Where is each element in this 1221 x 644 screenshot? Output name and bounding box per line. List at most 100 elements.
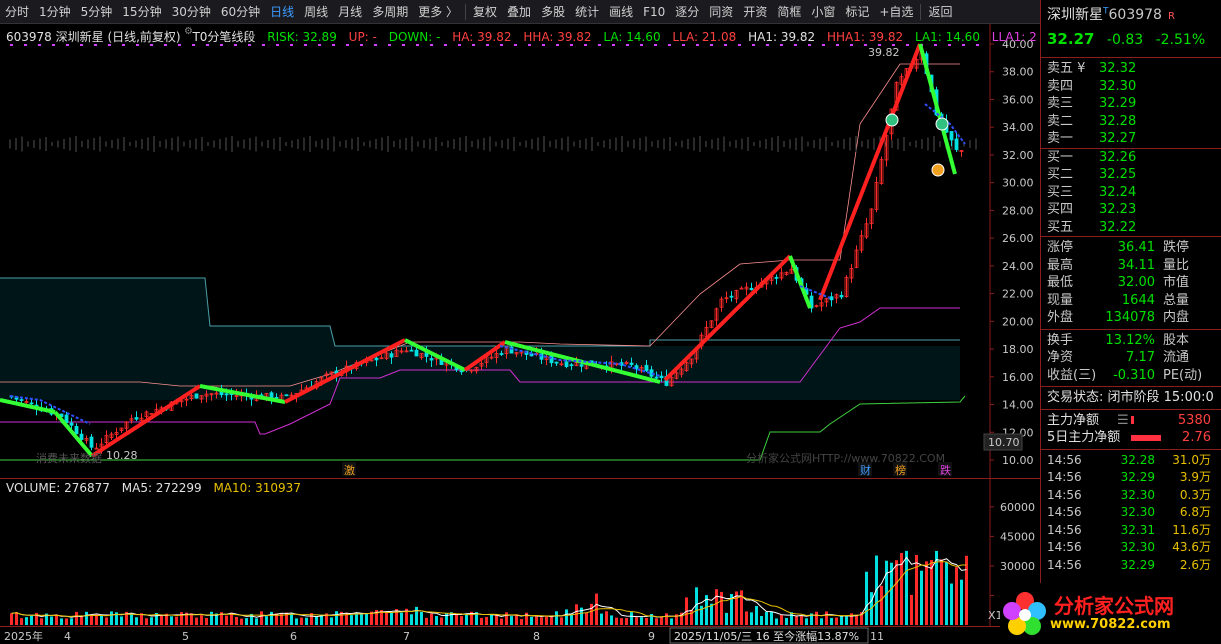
- toolbar-item-18[interactable]: 同资: [709, 4, 734, 19]
- marker-label: 激: [344, 463, 355, 477]
- volume-bar: [200, 615, 203, 625]
- ask-row-0[interactable]: 卖五 ¥ 32.32: [1041, 60, 1221, 78]
- dot-marker: [612, 44, 615, 46]
- toolbar-item-7[interactable]: 周线: [304, 4, 329, 19]
- ask-row-1[interactable]: 卖四 32.30: [1041, 78, 1221, 96]
- ask-row-3[interactable]: 卖二 32.28: [1041, 113, 1221, 131]
- dot-marker: [500, 44, 503, 46]
- candle-body: [719, 298, 724, 308]
- toolbar-item-6[interactable]: 日线: [270, 4, 295, 19]
- toolbar-item-24[interactable]: 返回: [928, 4, 953, 19]
- stats-row-4[interactable]: 外盘 134078 内盘: [1041, 309, 1221, 327]
- tick-list[interactable]: 14:56 32.28 31.0万 14:56 32.29 3.9万 14:56 32.30 0…: [1041, 450, 1221, 575]
- bid-row-4[interactable]: 买五 32.22: [1041, 219, 1221, 237]
- kline-svg[interactable]: 40.00 38.00 36.00 34.00 32.00 30.00 28.00 26.00…: [0, 24, 1040, 478]
- dot-marker: [332, 44, 335, 46]
- volume-bar: [120, 616, 123, 625]
- volume-bar: [660, 616, 663, 625]
- magenta-band-line: [0, 307, 960, 435]
- toolbar-item-2[interactable]: 5分钟: [80, 4, 113, 19]
- toolbar-item-22[interactable]: 标记: [845, 4, 870, 19]
- candle-body: [554, 361, 559, 364]
- stats2-row-2[interactable]: 收益(三) -0.310 PE(动): [1041, 367, 1221, 385]
- volume-bar: [940, 559, 943, 625]
- toolbar-item-20[interactable]: 简框: [777, 4, 802, 19]
- stats2-row-1[interactable]: 净资 7.17 流通: [1041, 349, 1221, 367]
- candle-body: [749, 287, 754, 291]
- volume-bar: [290, 613, 293, 625]
- dot-marker: [654, 44, 657, 46]
- candle-body: [579, 364, 584, 367]
- bid-row-1[interactable]: 买二 32.25: [1041, 166, 1221, 184]
- toolbar-item-21[interactable]: 小窗: [811, 4, 836, 19]
- dot-marker: [136, 44, 139, 46]
- price-change: -0.83: [1106, 32, 1144, 48]
- marker-box: [893, 462, 907, 476]
- toolbar-item-14[interactable]: 统计: [575, 4, 600, 19]
- flow5-bar: [1131, 435, 1161, 441]
- la-value: LA: 14.60: [603, 30, 661, 44]
- toolbar-item-15[interactable]: 画线: [609, 4, 634, 19]
- volume-svg[interactable]: 60000450003000015000X10: [0, 479, 1040, 627]
- toolbar-item-11[interactable]: 复权: [473, 4, 498, 19]
- candle-body: [679, 368, 684, 375]
- stats2-row-0-label2: 股本: [1163, 332, 1190, 348]
- candle-body: [839, 294, 844, 298]
- bid-row-2[interactable]: 买三 32.24: [1041, 184, 1221, 202]
- tick-row: 14:56 32.28 31.0万: [1041, 452, 1221, 470]
- indicator-name[interactable]: T0分笔线段: [192, 30, 256, 44]
- volume-bar: [720, 591, 723, 625]
- toolbar-item-1[interactable]: 1分钟: [39, 4, 71, 19]
- dot-marker: [318, 44, 321, 46]
- bid-row-0[interactable]: 买一 32.26: [1041, 149, 1221, 167]
- r-mark[interactable]: R: [1167, 11, 1175, 22]
- stats-row-2[interactable]: 最低 32.00 市值: [1041, 274, 1221, 292]
- toolbar-item-8[interactable]: 月线: [338, 4, 363, 19]
- volume-bar: [420, 611, 423, 625]
- toolbar-item-4[interactable]: 30分钟: [171, 4, 211, 19]
- toolbar-item-12[interactable]: 叠加: [507, 4, 532, 19]
- toolbar-item-13[interactable]: 多股: [541, 4, 566, 19]
- toolbar-item-3[interactable]: 15分钟: [122, 4, 162, 19]
- volume-bar: [260, 611, 263, 625]
- volume-bar: [715, 589, 718, 625]
- stats-row-0[interactable]: 涨停 36.41 跌停: [1041, 239, 1221, 257]
- volume-bar: [780, 615, 783, 625]
- toolbar-item-10[interactable]: 更多 〉: [418, 4, 459, 19]
- volume-bar: [585, 612, 588, 625]
- toolbar-item-23[interactable]: +自选: [879, 4, 914, 19]
- toolbar-item-5[interactable]: 60分钟: [220, 4, 261, 19]
- stats-row-1[interactable]: 最高 34.11 量比: [1041, 257, 1221, 275]
- toolbar-item-0[interactable]: 分时: [5, 4, 30, 19]
- dot-marker: [738, 44, 741, 46]
- candle-body: [829, 296, 834, 301]
- volume-bar: [550, 617, 553, 625]
- volume-bar: [435, 616, 438, 625]
- stats2-row-0[interactable]: 换手 13.12% 股本: [1041, 332, 1221, 350]
- candle-body: [859, 235, 864, 251]
- volume-bar: [35, 612, 38, 625]
- price-tick-label: 18.00: [1002, 343, 1034, 356]
- bid-row-3[interactable]: 买四 32.23: [1041, 201, 1221, 219]
- volume-bar: [460, 616, 463, 625]
- volume-bar: [375, 610, 378, 625]
- kline-chart[interactable]: 40.00 38.00 36.00 34.00 32.00 30.00 28.00 26.00…: [0, 24, 1040, 478]
- volume-bar: [475, 612, 478, 625]
- stats-row-3[interactable]: 现量 1644 总量: [1041, 292, 1221, 310]
- candle-body: [79, 433, 84, 440]
- toolbar-item-9[interactable]: 多周期: [372, 4, 409, 19]
- dot-marker: [976, 44, 979, 46]
- ask-row-4[interactable]: 卖一 32.27: [1041, 130, 1221, 148]
- ask-row-2[interactable]: 卖三 32.29: [1041, 95, 1221, 113]
- list-icon[interactable]: ☰: [1117, 412, 1129, 428]
- la1-value: LA1: 14.60: [914, 30, 980, 44]
- toolbar-item-16[interactable]: F10: [643, 4, 666, 19]
- volume-bar: [90, 615, 93, 625]
- ask-row-0-price: 32.32: [1099, 61, 1137, 76]
- toolbar-item-17[interactable]: 逐分: [675, 4, 700, 19]
- volume-chart[interactable]: 60000450003000015000X10 VOLUME: 276877 M…: [0, 478, 1040, 627]
- volume-bar: [220, 612, 223, 625]
- toolbar-item-19[interactable]: 开资: [743, 4, 768, 19]
- price-tick-label: 20.00: [1002, 315, 1034, 328]
- stats-row-2-price: 32.00: [1117, 275, 1155, 290]
